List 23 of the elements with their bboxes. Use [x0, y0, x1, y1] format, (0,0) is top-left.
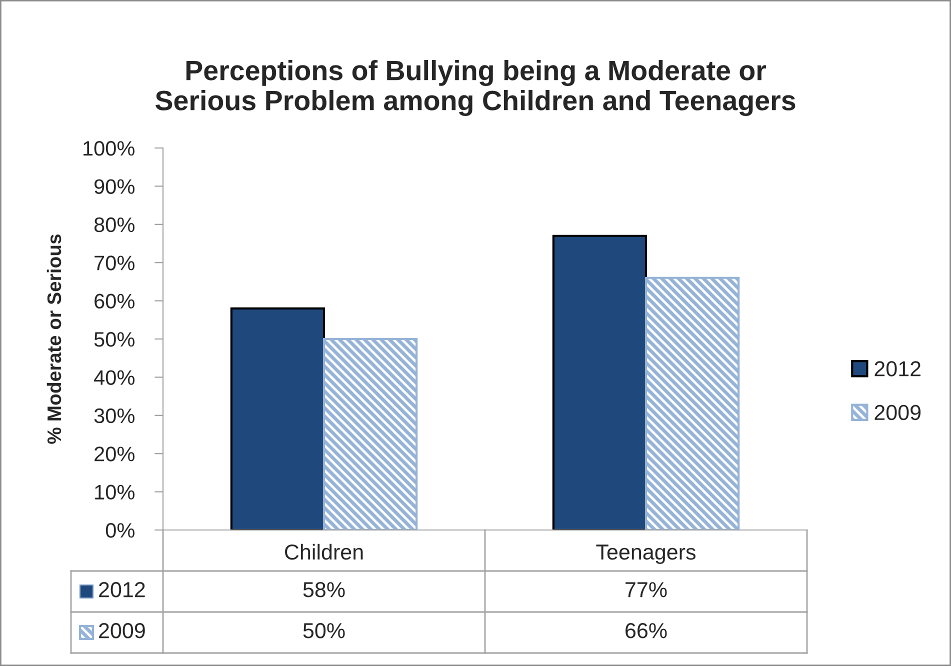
data-label: 50% [303, 623, 345, 638]
y-tick-label: 60% [94, 294, 134, 309]
y-tick-label: 10% [95, 484, 134, 500]
y-tick-label: 90% [94, 179, 134, 194]
y-tick-label: 70% [94, 256, 134, 270]
data-label: 58% [303, 582, 345, 598]
y-tick-label: 0% [106, 523, 134, 538]
x-tick-label: Teenagers [596, 544, 696, 564]
text: 2009 [99, 623, 145, 638]
y-tick-label: 80% [94, 217, 134, 232]
y-tick-label: 30% [94, 408, 134, 424]
data-label: 66% [626, 623, 667, 638]
chart-title: Perceptions of Bullying being a Moderate or Serious Problem among Children and Teenagers [156, 60, 796, 116]
text: 2012 [874, 361, 920, 376]
legend-label: 2012 [99, 582, 145, 598]
y-tick-label: 50% [94, 332, 134, 347]
y-tick-label: 20% [94, 446, 134, 462]
y-tick-label: 40% [94, 370, 134, 385]
x-tick-label: Children [285, 544, 363, 560]
data-label: 77% [626, 582, 667, 598]
y-axis-title: % Moderate or Serious [46, 234, 62, 444]
legend-label: 2009 [874, 404, 921, 420]
y-tick-label: 100% [84, 141, 134, 156]
